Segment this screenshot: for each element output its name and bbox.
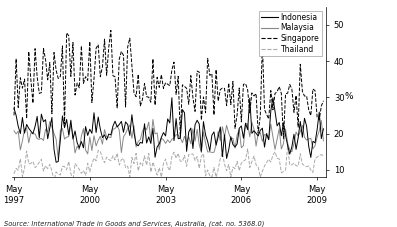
Thailand	[12, 173, 16, 175]
Singapore	[33, 47, 37, 50]
Indonesia	[73, 130, 77, 132]
Indonesia	[205, 140, 210, 143]
Line: Thailand: Thailand	[14, 146, 324, 181]
Thailand	[168, 169, 172, 172]
Indonesia	[33, 125, 37, 128]
Singapore	[203, 111, 208, 114]
Thailand	[203, 175, 208, 177]
Singapore	[281, 138, 286, 140]
Line: Malaysia: Malaysia	[14, 119, 324, 159]
Indonesia	[321, 127, 326, 130]
Indonesia	[54, 161, 58, 164]
Thailand	[33, 166, 37, 169]
Line: Indonesia: Indonesia	[14, 98, 324, 162]
Thailand	[73, 162, 77, 165]
Malaysia	[321, 139, 326, 142]
Singapore	[71, 41, 75, 44]
Indonesia	[170, 96, 174, 99]
Thailand	[321, 154, 326, 157]
Thailand	[71, 179, 75, 182]
Malaysia	[12, 129, 16, 132]
Malaysia	[170, 138, 174, 141]
Malaysia	[163, 142, 168, 145]
Indonesia	[12, 107, 16, 110]
Singapore	[321, 99, 326, 102]
Y-axis label: %: %	[344, 92, 353, 101]
Malaysia	[150, 118, 155, 121]
Singapore	[168, 84, 172, 87]
Indonesia	[161, 131, 166, 134]
Malaysia	[56, 158, 61, 160]
Indonesia	[235, 143, 239, 145]
Singapore	[161, 87, 166, 90]
Malaysia	[205, 151, 210, 153]
Thailand	[161, 162, 166, 165]
Line: Singapore: Singapore	[14, 30, 324, 139]
Thailand	[233, 167, 237, 170]
Legend: Indonesia, Malaysia, Singapore, Thailand: Indonesia, Malaysia, Singapore, Thailand	[258, 11, 322, 56]
Text: Source: International Trade in Goods and Services, Australia, (cat. no. 5368.0): Source: International Trade in Goods and…	[4, 220, 264, 227]
Singapore	[12, 114, 16, 117]
Indonesia	[168, 122, 172, 124]
Malaysia	[235, 134, 239, 136]
Singapore	[233, 127, 237, 130]
Malaysia	[73, 152, 77, 154]
Malaysia	[33, 133, 37, 135]
Singapore	[108, 29, 113, 32]
Thailand	[285, 144, 290, 147]
